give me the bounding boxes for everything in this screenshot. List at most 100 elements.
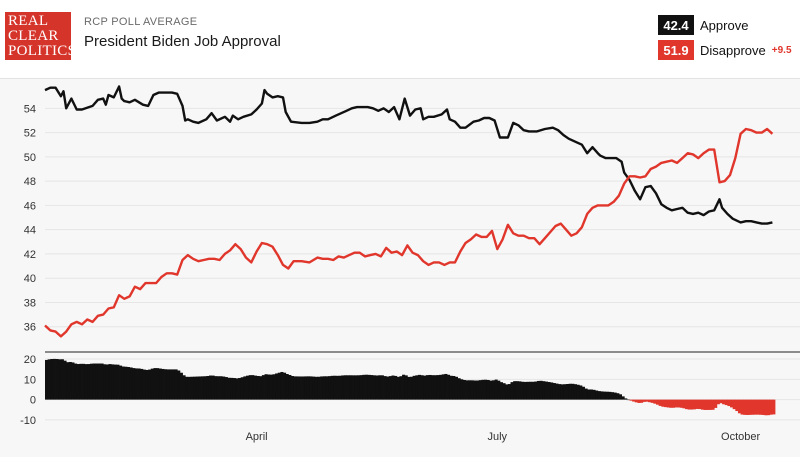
spread-bar xyxy=(629,399,633,401)
y-tick-label: 44 xyxy=(24,225,36,237)
spread-bar xyxy=(711,399,715,410)
spread-bar xyxy=(68,361,72,400)
spread-bar xyxy=(616,393,620,400)
spread-bar xyxy=(74,363,78,400)
spread-bar xyxy=(380,375,384,400)
series-line-approve xyxy=(44,85,773,225)
spread-bar xyxy=(706,399,710,410)
spread-bar xyxy=(304,376,308,400)
spread-bar xyxy=(372,375,377,400)
spread-bar xyxy=(386,376,390,400)
spread-bar xyxy=(439,374,443,400)
spread-area xyxy=(45,358,776,416)
spread-bar xyxy=(428,374,432,400)
spread-bar xyxy=(148,369,152,400)
spread-bar xyxy=(174,369,178,400)
spread-bar xyxy=(603,391,607,400)
spread-bar xyxy=(378,375,382,400)
spread-bar xyxy=(375,375,379,400)
spread-bar xyxy=(79,363,83,400)
spread-bar xyxy=(592,389,596,400)
spread-bar xyxy=(587,389,591,400)
spread-bar xyxy=(142,369,146,400)
spread-bar xyxy=(264,374,268,400)
spread-bar xyxy=(140,368,144,400)
spread-bar xyxy=(84,364,88,400)
spread-bar xyxy=(285,374,289,400)
spread-bar xyxy=(714,399,718,408)
spread-bar xyxy=(240,377,244,400)
spread-bar xyxy=(425,375,429,400)
spread-bar xyxy=(50,359,54,400)
spread-bar xyxy=(66,362,70,400)
spread-y-tick-label: -10 xyxy=(20,415,36,427)
spread-bar xyxy=(351,375,355,400)
spread-bar xyxy=(542,381,546,400)
spread-bar xyxy=(370,375,374,400)
spread-bar xyxy=(573,384,578,400)
spread-bar xyxy=(730,399,734,408)
spread-bar xyxy=(267,374,271,400)
spread-bar xyxy=(71,362,75,400)
logo-line-1: REAL xyxy=(8,13,49,29)
spread-bar xyxy=(473,380,477,400)
y-tick-label: 46 xyxy=(24,200,36,212)
spread-bar xyxy=(745,399,749,415)
spread-bar xyxy=(489,380,493,400)
x-axis: April July October xyxy=(246,431,761,443)
rcp-logo[interactable]: REAL CLEAR POLITICS xyxy=(5,12,77,60)
spread-bar xyxy=(119,365,123,400)
spread-bar xyxy=(433,375,437,400)
spread-bar xyxy=(404,375,408,400)
spread-bar xyxy=(621,396,625,400)
spread-bar xyxy=(679,399,683,408)
spread-bar xyxy=(402,374,406,400)
spread-bar xyxy=(309,376,313,400)
spread-bar xyxy=(95,363,99,400)
spread-y-tick-label: 10 xyxy=(24,374,36,386)
spread-bar xyxy=(63,360,67,400)
spread-bar xyxy=(462,379,466,400)
spread-bar xyxy=(518,381,522,400)
spread-bar xyxy=(365,374,369,400)
spread-bar xyxy=(740,399,744,415)
disapprove-value-badge: 51.9 xyxy=(658,40,694,60)
logo-line-3: POLITICS xyxy=(8,43,77,59)
spread-bar xyxy=(735,399,739,412)
spread-bar xyxy=(412,375,416,400)
spread-bar xyxy=(423,375,427,400)
spread-bar xyxy=(523,381,527,400)
spread-bar xyxy=(748,399,752,415)
spread-bar xyxy=(653,399,657,404)
spread-bar xyxy=(399,376,403,400)
spread-bar xyxy=(216,376,220,400)
spread-bar xyxy=(550,382,554,400)
spread-bar xyxy=(52,358,56,400)
spread-bar xyxy=(153,368,157,400)
spread-bar xyxy=(515,381,519,400)
spread-bar xyxy=(640,399,644,403)
spread-bar xyxy=(190,376,194,400)
approve-value-badge: 42.4 xyxy=(658,15,694,35)
spread-bar xyxy=(632,399,636,402)
spread-bar xyxy=(563,384,567,400)
spread-bar xyxy=(193,376,197,400)
spread-bar xyxy=(547,382,551,400)
spread-bar xyxy=(648,399,652,403)
spread-bar xyxy=(521,381,525,400)
spread-bar xyxy=(642,399,646,402)
spread-bar xyxy=(452,375,456,400)
spread-bar xyxy=(277,372,281,400)
spread-bar xyxy=(460,379,464,400)
spread-bar xyxy=(341,375,345,400)
chart-plot-area: 36 38 40 42 44 46 48 50 52 54 20 10 0 -10 April July O… xyxy=(20,85,800,443)
spread-bar xyxy=(182,375,186,400)
spread-bar xyxy=(663,399,667,408)
spread-bar xyxy=(246,375,250,400)
main-y-axis: 36 38 40 42 44 46 48 50 52 54 xyxy=(24,103,36,333)
spread-bar xyxy=(230,377,234,400)
spread-bar xyxy=(306,376,310,400)
chart-title: President Biden Job Approval xyxy=(84,33,281,50)
spread-bar xyxy=(552,383,556,400)
spread-bar xyxy=(55,359,59,400)
